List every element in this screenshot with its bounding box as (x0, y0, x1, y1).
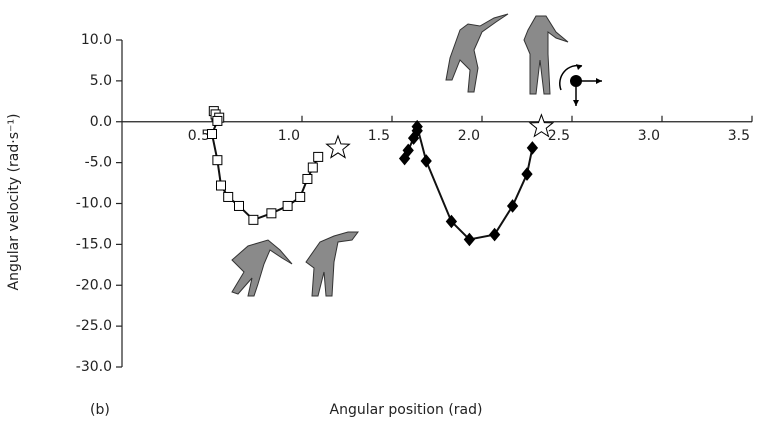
y-tick-label: 0.0 (90, 114, 112, 130)
x-tick-label: 2.0 (458, 128, 480, 144)
square-marker (248, 214, 259, 225)
y-tick-label: -20.0 (76, 277, 112, 293)
diamond-marker (402, 143, 414, 158)
diamond-marker (411, 119, 423, 134)
square-marker (223, 191, 234, 202)
panel-label: (b) (90, 402, 110, 418)
x-tick-label: 1.0 (278, 128, 300, 144)
x-tick-label: 3.5 (728, 128, 750, 144)
x-tick-label: 3.0 (638, 128, 660, 144)
y-tick-label: -5.0 (85, 155, 112, 171)
diamond-marker (420, 154, 432, 168)
square-marker (266, 208, 277, 219)
diamond-marker (445, 214, 458, 229)
y-tick-label: -25.0 (76, 318, 112, 334)
y-tick-label: 5.0 (90, 73, 112, 89)
y-tick-label: -30.0 (76, 359, 112, 375)
diamond-marker (463, 232, 476, 247)
square-marker (302, 173, 313, 184)
diamond-marker (506, 199, 519, 213)
diamond-marker (521, 167, 533, 181)
square-marker (313, 151, 324, 162)
series-line (210, 110, 320, 222)
square-marker (207, 129, 217, 140)
figure-icons (231, 13, 602, 297)
square-marker (307, 162, 318, 173)
x-tick-label: 1.5 (368, 128, 390, 144)
star-marker (528, 113, 555, 138)
square-marker (216, 180, 226, 191)
y-tick-label: -10.0 (76, 196, 112, 212)
y-axis-label: Angular velocity (rad·s⁻¹) (6, 114, 22, 291)
diamond-marker (526, 141, 539, 155)
square-marker (295, 191, 306, 202)
square-marker (234, 200, 244, 211)
y-tick-label: -15.0 (76, 236, 112, 252)
square-marker (282, 200, 293, 211)
star-marker (325, 134, 351, 159)
square-marker (212, 155, 223, 166)
y-tick-label: 10.0 (81, 32, 112, 48)
square-marker (212, 115, 223, 126)
x-tick-label: 0.5 (188, 128, 210, 144)
diamond-marker (488, 227, 501, 242)
x-axis-label: Angular position (rad) (330, 402, 483, 418)
x-tick-label: 2.5 (548, 128, 570, 144)
rotation-icon (559, 64, 602, 106)
